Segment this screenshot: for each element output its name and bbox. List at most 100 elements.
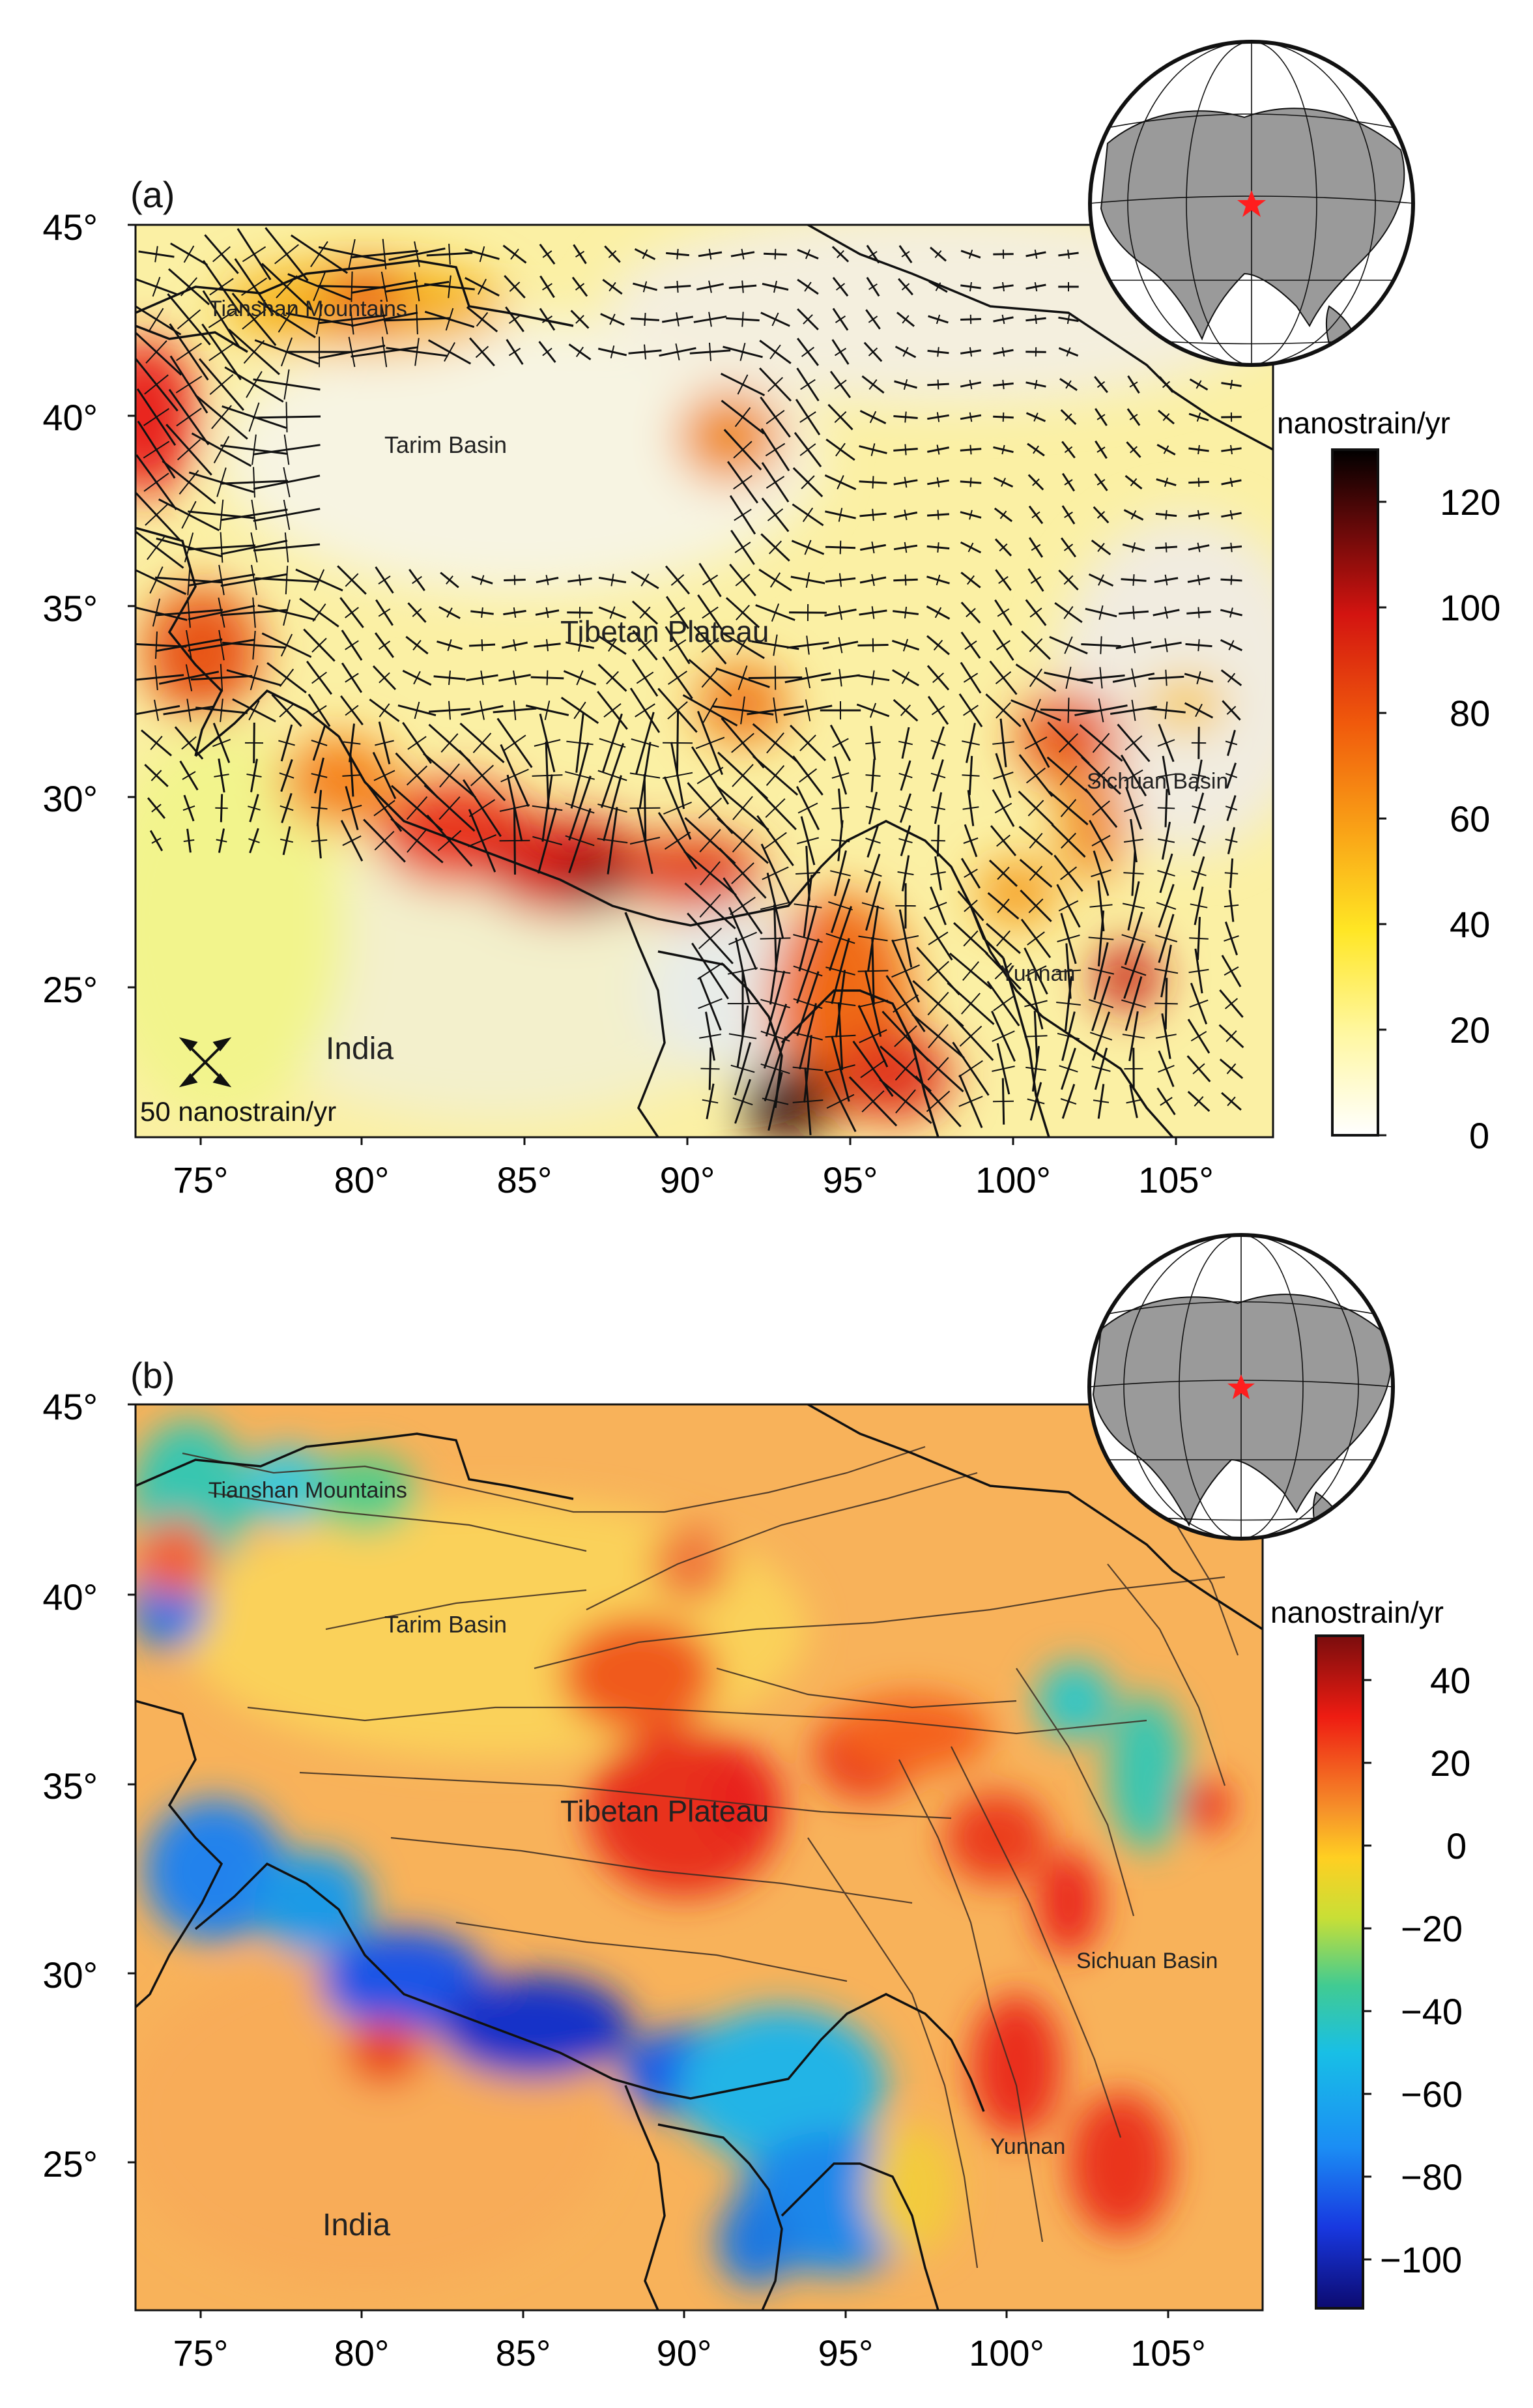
strain-axis-mark	[1096, 414, 1106, 420]
strain-axis-mark	[937, 347, 939, 357]
strain-axis-mark	[927, 991, 949, 1016]
strain-axis-mark	[831, 772, 850, 779]
strain-axis-mark	[1130, 510, 1137, 520]
strain-axis-mark	[1064, 446, 1073, 454]
strain-axis-mark	[901, 251, 910, 257]
strain-axis-mark	[773, 634, 778, 656]
strain-axis-mark	[830, 870, 851, 877]
strain-axis-mark	[967, 542, 974, 553]
strain-axis-mark	[274, 244, 299, 265]
strain-axis-mark	[476, 312, 489, 327]
strain-axis-mark	[676, 248, 679, 260]
strain-axis-mark	[1126, 1099, 1141, 1104]
strain-axis-mark	[1002, 412, 1005, 422]
lon-tick: 80°	[334, 1159, 390, 1200]
strain-axis-mark	[1195, 703, 1203, 718]
map-frame-b	[134, 1403, 1264, 2312]
strain-axis-mark	[701, 637, 719, 653]
strain-axis-mark	[872, 476, 874, 489]
strain-axis-mark	[380, 304, 388, 335]
label-tibetan-plateau: Tibetan Plateau	[560, 615, 769, 648]
strain-axis-mark	[149, 308, 164, 331]
dilatation-map	[136, 1404, 1263, 2310]
strain-axis-mark	[764, 832, 787, 850]
strain-axis-mark	[1121, 966, 1147, 976]
strain-axis-mark	[209, 373, 234, 396]
strain-axis-mark	[597, 804, 627, 813]
strain-axis-mark	[1091, 869, 1111, 877]
strain-axis-mark	[698, 998, 723, 1009]
strain-axis-mark	[936, 477, 940, 487]
strain-axis-mark	[1096, 511, 1106, 519]
strain-axis-mark	[341, 804, 362, 812]
strain-axis-mark	[702, 606, 719, 619]
strain-axis-mark	[962, 806, 979, 810]
strain-axis-mark	[1029, 832, 1043, 849]
strain-axis-mark	[794, 903, 822, 908]
strain-axis-mark	[904, 444, 907, 456]
strain-axis-mark	[508, 314, 521, 325]
strain-axis-mark	[1032, 478, 1040, 486]
label-tarim-basin: Tarim Basin	[384, 1611, 507, 1638]
colorbar-tick: −20	[1401, 1908, 1463, 1949]
strain-axis-mark	[929, 901, 947, 910]
strain-axis-mark	[155, 631, 158, 659]
strain-axis-mark	[310, 241, 328, 267]
strain-axis-mark	[804, 282, 812, 292]
strain-axis-mark	[541, 315, 553, 323]
strain-axis-mark	[175, 375, 203, 394]
strain-axis-mark	[186, 699, 192, 722]
strain-axis-mark	[1132, 605, 1135, 620]
strain-axis-mark	[900, 704, 911, 716]
strain-axis-mark	[993, 996, 1014, 1011]
strain-axis-mark	[145, 504, 168, 526]
strain-axis-mark	[931, 805, 945, 811]
strain-axis-mark	[773, 280, 777, 293]
strain-axis-mark	[702, 697, 718, 723]
strain-axis-mark	[937, 510, 939, 520]
strain-axis-mark	[898, 772, 913, 779]
strain-axis-mark	[702, 574, 719, 586]
strain-axis-mark	[961, 993, 981, 1015]
strain-axis-mark	[1001, 444, 1005, 455]
strain-axis-mark	[708, 280, 712, 293]
strain-axis-mark	[934, 250, 942, 259]
strain-axis-mark	[904, 606, 908, 619]
strain-axis-mark	[278, 306, 296, 333]
strain-axis-mark	[708, 312, 712, 327]
strain-axis-mark	[864, 869, 882, 877]
strain-axis-mark	[805, 667, 811, 689]
strain-axis-mark	[279, 838, 294, 843]
strain-axis-mark	[964, 868, 978, 878]
strain-axis-mark	[1029, 865, 1043, 881]
strain-axis-mark	[606, 671, 619, 685]
strain-axis-mark	[154, 665, 158, 691]
strain-axis-mark	[311, 637, 327, 653]
strain-axis-mark	[871, 573, 875, 587]
strain-axis-mark	[926, 1090, 951, 1112]
strain-axis-mark	[640, 573, 650, 587]
strain-axis-mark	[738, 665, 748, 690]
lon-axis-a: 75° 80° 85° 90° 95° 100° 105°	[173, 1137, 1214, 1200]
strain-axis-mark	[1034, 379, 1038, 390]
strain-axis-mark	[1034, 249, 1038, 259]
strain-axis-mark	[732, 764, 754, 787]
strain-axis-mark	[578, 639, 582, 652]
strain-axis-mark	[1063, 575, 1074, 585]
colorbar-tick: 40	[1450, 904, 1490, 945]
strain-axis-mark	[1131, 699, 1136, 721]
strain-axis-mark	[732, 1097, 753, 1106]
strain-axis-mark	[475, 345, 489, 358]
strain-axis-mark	[348, 336, 356, 368]
strain-axis-mark	[1055, 969, 1082, 973]
strain-axis-mark	[969, 412, 973, 422]
strain-axis-mark	[697, 962, 723, 980]
strain-axis-mark	[472, 733, 492, 753]
strain-axis-mark	[967, 575, 975, 585]
country-borders	[136, 225, 1273, 1137]
strain-axis-mark	[733, 441, 752, 459]
strain-axis-mark	[279, 805, 294, 811]
strain-axis-mark	[185, 664, 193, 691]
strain-axis-mark	[542, 283, 552, 291]
strain-axis-mark	[872, 508, 874, 521]
